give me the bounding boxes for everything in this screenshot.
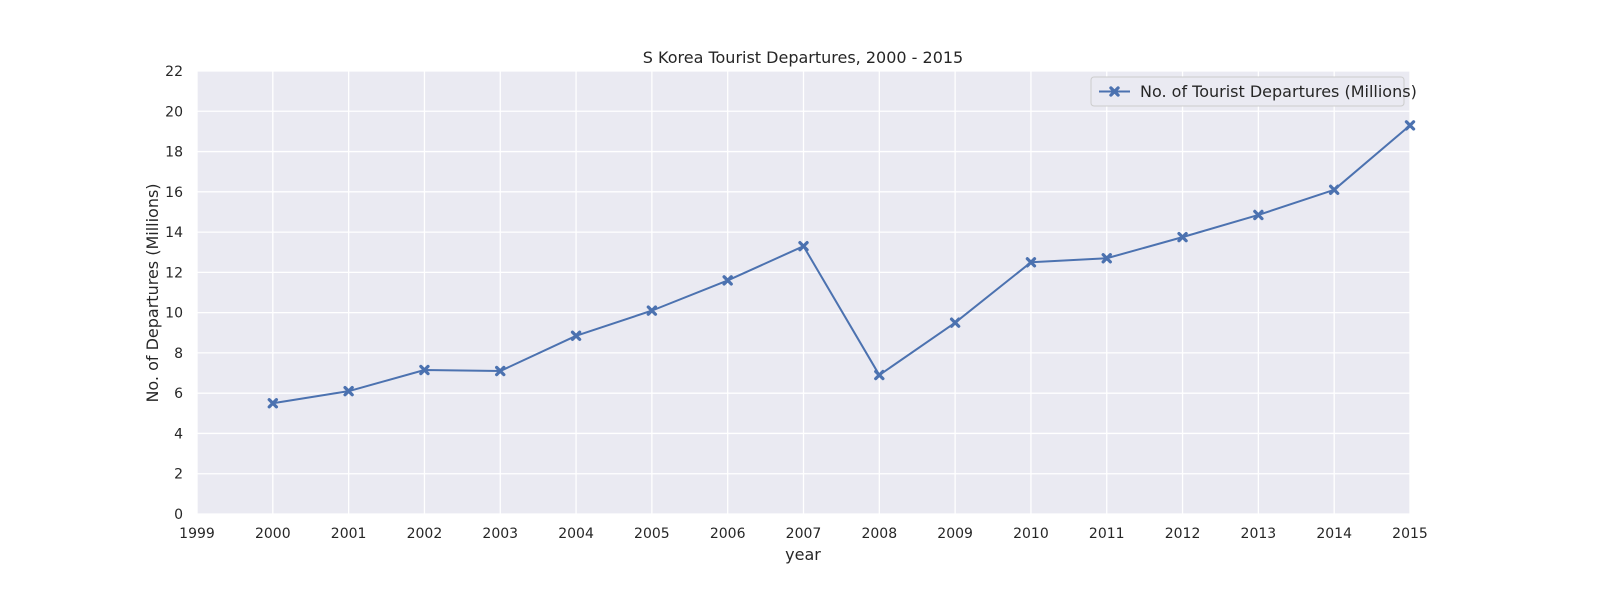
- legend-box: [1090, 76, 1405, 107]
- data-point-marker: [1109, 86, 1120, 97]
- x-tick-label: 2002: [407, 526, 443, 542]
- data-point-marker: [874, 369, 885, 381]
- data-point-marker: [798, 240, 809, 252]
- y-tick-label: 16: [165, 185, 183, 201]
- y-tick-label: 6: [174, 386, 183, 402]
- data-point-marker: [343, 385, 354, 397]
- y-tick-label: 10: [165, 306, 183, 322]
- data-point-marker: [1177, 231, 1188, 243]
- x-tick-label: 2015: [1392, 526, 1428, 542]
- y-axis-title: No. of Departures (Millions): [143, 183, 162, 402]
- x-tick-label: 2005: [634, 526, 670, 542]
- data-point-marker: [646, 305, 658, 316]
- data-point-marker: [1253, 209, 1264, 221]
- y-tick-label: 20: [165, 104, 183, 120]
- y-tick-label: 4: [174, 426, 183, 442]
- y-tick-label: 22: [165, 64, 183, 80]
- series-line: [272, 124, 1411, 405]
- data-point-marker: [722, 275, 733, 286]
- legend-marker-icon: [1109, 86, 1120, 97]
- legend-entry-label: No. of Tourist Departures (Millions): [1140, 82, 1417, 101]
- data-point-marker: [1328, 184, 1340, 196]
- data-point-marker: [1101, 253, 1112, 264]
- chart-title: S Korea Tourist Departures, 2000 - 2015: [643, 48, 963, 67]
- x-tick-label: 2008: [861, 526, 897, 542]
- data-point-marker: [1025, 257, 1037, 268]
- y-tick-label: 12: [165, 265, 183, 281]
- x-tick-label: 2006: [710, 526, 746, 542]
- y-tick-label: 0: [174, 507, 183, 523]
- x-tick-label: 2004: [558, 526, 594, 542]
- y-tick-label: 8: [174, 346, 183, 362]
- legend: No. of Tourist Departures (Millions): [1090, 76, 1417, 107]
- grid-lines: [196, 70, 1411, 515]
- data-point-marker: [419, 364, 430, 376]
- x-tick-label: 2012: [1165, 526, 1201, 542]
- x-axis-title: year: [785, 545, 821, 564]
- x-tick-label: 1999: [179, 526, 215, 542]
- x-tick-label: 2007: [786, 526, 822, 542]
- x-tick-label: 2009: [937, 526, 973, 542]
- y-tick-label: 2: [174, 467, 183, 483]
- data-point-marker: [495, 365, 506, 377]
- y-tick-label: 14: [165, 225, 183, 241]
- x-tick-label: 2010: [1013, 526, 1049, 542]
- x-tick-label: 2011: [1089, 526, 1125, 542]
- x-tick-label: 2003: [482, 526, 518, 542]
- series-layer: [267, 120, 1416, 409]
- data-point-marker: [949, 317, 961, 328]
- x-tick-label: 2000: [255, 526, 291, 542]
- x-tick-label: 2013: [1241, 526, 1277, 542]
- data-point-marker: [267, 398, 279, 409]
- y-tick-label: 18: [165, 145, 183, 161]
- data-point-marker: [1404, 120, 1416, 131]
- tick-labels: 1999 2000 2001 2002 2003 2004 2005 2006 2007 2008…: [165, 64, 1428, 542]
- x-tick-label: 2014: [1316, 526, 1352, 542]
- data-point-marker: [570, 330, 582, 341]
- x-tick-label: 2001: [331, 526, 367, 542]
